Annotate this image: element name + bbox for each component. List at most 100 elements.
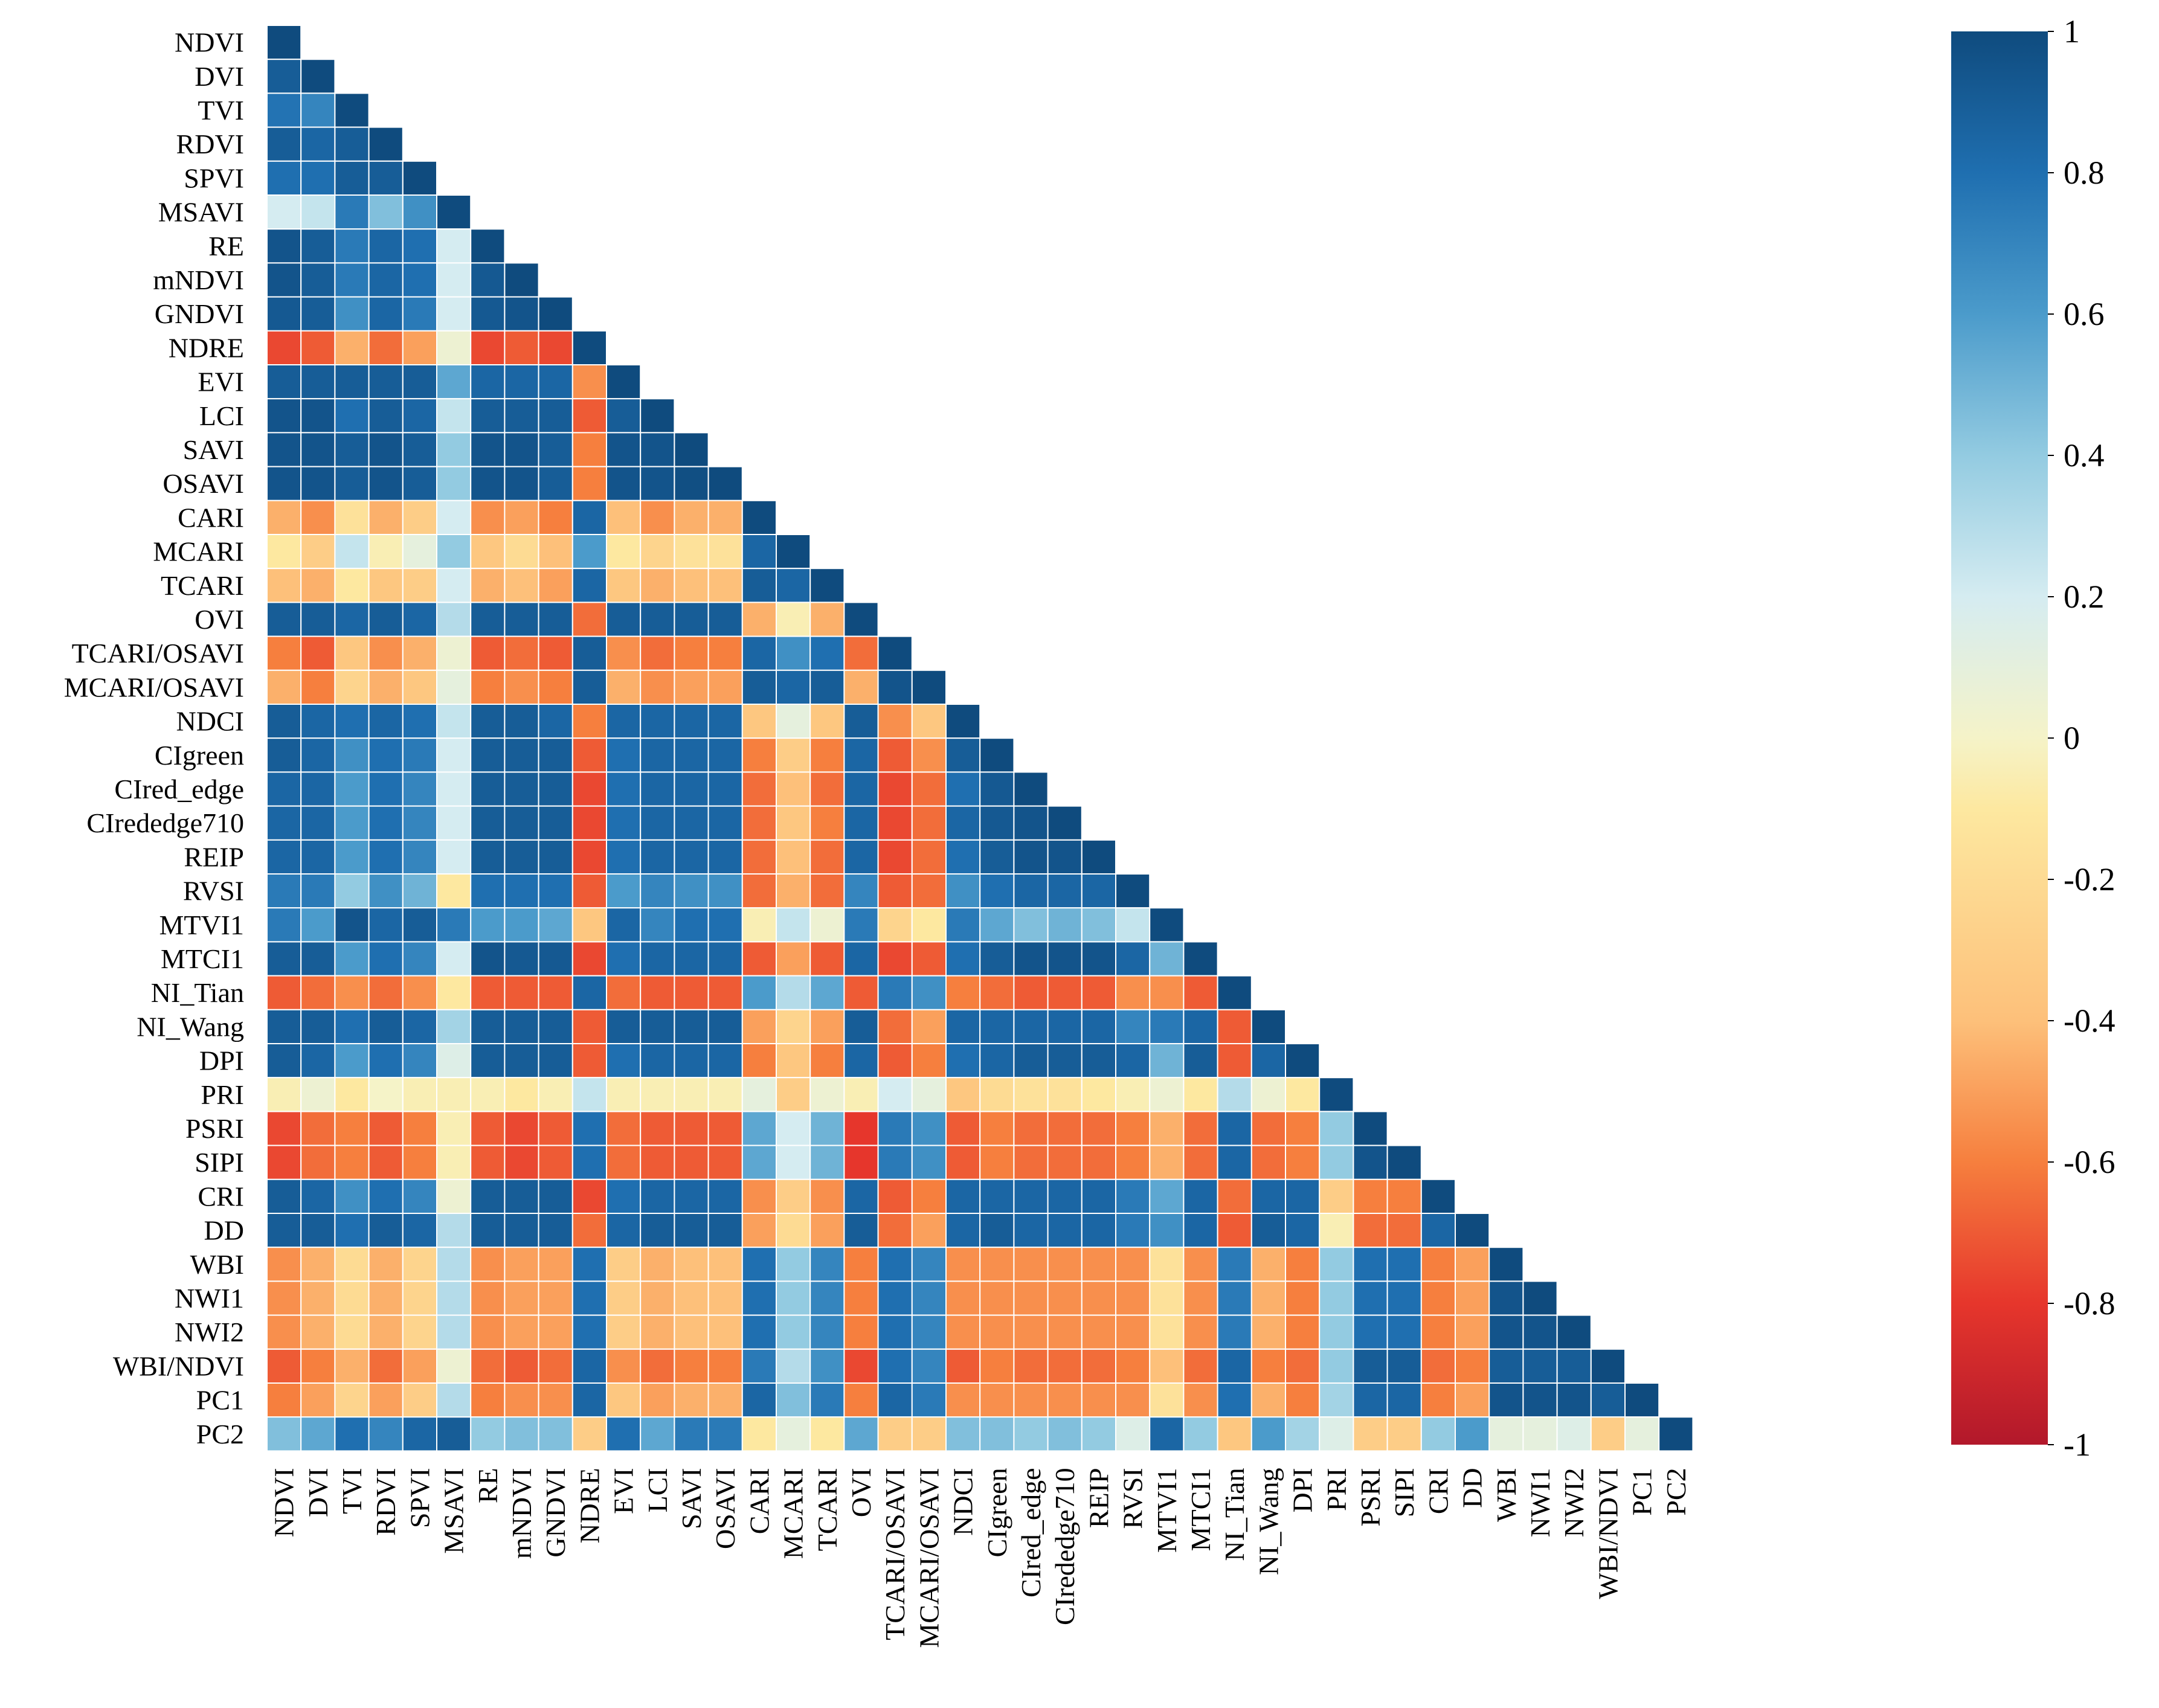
heatmap-cell-EVI-mNDVI bbox=[504, 364, 539, 400]
heatmap-cell-WBI/NDVI-MCARI/OSAVI bbox=[911, 1348, 947, 1384]
heatmap-cell-MCARI/OSAVI-DVI bbox=[300, 669, 336, 705]
heatmap-cell-MCARI/OSAVI-MCARI bbox=[776, 669, 811, 705]
heatmap-cell-CRI-PRI bbox=[1319, 1178, 1354, 1215]
y-tick-label: SPVI bbox=[184, 162, 244, 193]
heatmap-cell-PSRI-SAVI bbox=[674, 1111, 709, 1146]
heatmap-cell-SIPI-OVI bbox=[843, 1145, 879, 1180]
heatmap-cell-MTVI1-NDVI bbox=[266, 907, 302, 943]
x-tick-label: NDRE bbox=[574, 1468, 605, 1543]
heatmap-cell-PC2-MTVI1 bbox=[1149, 1416, 1185, 1452]
heatmap-cell-NWI2-CARI bbox=[741, 1314, 777, 1350]
heatmap-cell-REIP-MSAVI bbox=[436, 839, 472, 875]
heatmap-cell-NWI2-TCARI bbox=[809, 1314, 845, 1350]
heatmap-cell-RDVI-RDVI bbox=[368, 126, 404, 162]
heatmap-cell-PC2-LCI bbox=[640, 1416, 675, 1452]
heatmap-cell-PC1-CIgreen bbox=[979, 1382, 1015, 1418]
heatmap-cell-RVSI-CIrededge710 bbox=[1047, 873, 1083, 909]
heatmap-cell-NWI2-RE bbox=[470, 1314, 506, 1350]
heatmap-cell-RVSI-TVI bbox=[334, 873, 370, 909]
heatmap-cell-CIred_edge-CIred_edge bbox=[1013, 771, 1049, 807]
heatmap-cell-DVI-DVI bbox=[300, 59, 336, 94]
y-tick-label: WBI bbox=[190, 1249, 244, 1280]
heatmap-cell-PRI-CIgreen bbox=[979, 1077, 1015, 1112]
heatmap-cell-DPI-NDVI bbox=[266, 1043, 302, 1079]
heatmap-cell-PC1-WBI bbox=[1488, 1382, 1524, 1418]
heatmap-cell-DD-REIP bbox=[1081, 1213, 1117, 1248]
heatmap-cell-CIrededge710-NDCI bbox=[945, 805, 981, 841]
heatmap-cell-TCARI-NDVI bbox=[266, 568, 302, 603]
heatmap-cell-WBI/NDVI-PRI bbox=[1319, 1348, 1354, 1384]
heatmap-cell-CRI-mNDVI bbox=[504, 1178, 539, 1215]
heatmap-cell-DPI-NI_Tian bbox=[1217, 1043, 1252, 1079]
heatmap-cell-CIred_edge-OSAVI bbox=[707, 771, 743, 807]
heatmap-cell-WBI-PSRI bbox=[1353, 1247, 1388, 1282]
heatmap-cell-CRI-RVSI bbox=[1115, 1178, 1151, 1215]
heatmap-cell-RVSI-OVI bbox=[843, 873, 879, 909]
x-tick-label: PSRI bbox=[1355, 1468, 1386, 1526]
heatmap-cell-NI_Tian-OSAVI bbox=[707, 975, 743, 1010]
heatmap-cell-NWI1-OSAVI bbox=[707, 1280, 743, 1316]
heatmap-cell-MSAVI-RDVI bbox=[368, 194, 404, 230]
heatmap-cell-SIPI-RDVI bbox=[368, 1145, 404, 1180]
heatmap-cell-CRI-TCARI bbox=[809, 1178, 845, 1215]
heatmap-cell-RDVI-DVI bbox=[300, 126, 336, 162]
heatmap-cell-MSAVI-SPVI bbox=[402, 194, 437, 230]
y-tick-label: mNDVI bbox=[153, 265, 244, 295]
heatmap-cell-WBI-TCARI/OSAVI bbox=[877, 1247, 913, 1282]
heatmap-cell-REIP-MCARI/OSAVI bbox=[911, 839, 947, 875]
heatmap-cell-RE-SPVI bbox=[402, 228, 437, 264]
heatmap-cell-CIgreen-TCARI bbox=[809, 737, 845, 773]
heatmap-cell-DD-DD bbox=[1455, 1213, 1490, 1248]
heatmap-cell-CIred_edge-MCARI/OSAVI bbox=[911, 771, 947, 807]
heatmap-cell-NI_Tian-MTVI1 bbox=[1149, 975, 1185, 1010]
heatmap-cell-NI_Tian-CIgreen bbox=[979, 975, 1015, 1010]
heatmap-cell-CRI-PSRI bbox=[1353, 1178, 1388, 1215]
heatmap-cell-CRI-SIPI bbox=[1386, 1178, 1422, 1215]
heatmap-cell-SIPI-NI_Wang bbox=[1250, 1145, 1287, 1180]
x-tick-label: PC1 bbox=[1627, 1468, 1658, 1515]
heatmap-cell-CARI-CARI bbox=[741, 499, 777, 535]
heatmap-cell-NDRE-GNDVI bbox=[538, 330, 573, 365]
heatmap-cell-PRI-OSAVI bbox=[707, 1077, 743, 1112]
heatmap-cell-RVSI-RDVI bbox=[368, 873, 404, 909]
heatmap-cell-NI_Tian-RVSI bbox=[1115, 975, 1151, 1010]
heatmap-cell-WBI/NDVI-RVSI bbox=[1115, 1348, 1151, 1384]
heatmap-cell-NI_Tian-TVI bbox=[334, 975, 370, 1010]
x-tick-label: CIgreen bbox=[982, 1468, 1012, 1557]
heatmap-cell-NI_Wang-MCARI/OSAVI bbox=[911, 1009, 947, 1045]
heatmap-cell-NWI2-CIred_edge bbox=[1013, 1314, 1049, 1350]
heatmap-cell-OSAVI-GNDVI bbox=[538, 466, 573, 501]
heatmap-cell-CRI-SPVI bbox=[402, 1178, 437, 1215]
heatmap-cell-TCARI-TCARI bbox=[809, 568, 845, 603]
heatmap-cell-DPI-GNDVI bbox=[538, 1043, 573, 1079]
heatmap-cell-WBI-MCARI bbox=[776, 1247, 811, 1282]
heatmap-cell-PSRI-CIgreen bbox=[979, 1111, 1015, 1146]
heatmap-cell-WBI-NDRE bbox=[571, 1247, 607, 1282]
heatmap-cell-MTCI1-TVI bbox=[334, 941, 370, 977]
heatmap-cell-NDCI-SAVI bbox=[674, 704, 709, 739]
heatmap-cell-MTVI1-MCARI/OSAVI bbox=[911, 907, 947, 943]
heatmap-cell-NWI2-OVI bbox=[843, 1314, 879, 1350]
heatmap-cell-PC1-CIrededge710 bbox=[1047, 1382, 1083, 1418]
heatmap-cell-PC2-TCARI/OSAVI bbox=[877, 1416, 913, 1452]
heatmap-cell-OVI-GNDVI bbox=[538, 602, 573, 637]
heatmap-cell-NWI1-CIred_edge bbox=[1013, 1280, 1049, 1316]
heatmap-cell-CARI-LCI bbox=[640, 499, 675, 535]
heatmap-cell-NWI2-mNDVI bbox=[504, 1314, 539, 1350]
x-tick-label: WBI/NDVI bbox=[1592, 1468, 1623, 1599]
heatmap-cell-OSAVI-SPVI bbox=[402, 466, 437, 501]
heatmap-cell-PC2-WBI/NDVI bbox=[1590, 1416, 1626, 1452]
heatmap-cell-WBI-RVSI bbox=[1115, 1247, 1151, 1282]
heatmap-cell-TCARI/OSAVI-TCARI bbox=[809, 635, 845, 671]
heatmap-cell-NWI1-MTVI1 bbox=[1149, 1280, 1185, 1316]
heatmap-cell-WBI-SIPI bbox=[1386, 1247, 1422, 1282]
heatmap-cell-CRI-MSAVI bbox=[436, 1178, 472, 1215]
heatmap-cell-PRI-DVI bbox=[300, 1077, 336, 1112]
heatmap-cell-CIrededge710-OVI bbox=[843, 805, 879, 841]
heatmap-cell-CIrededge710-LCI bbox=[640, 805, 675, 841]
heatmap-cell-SIPI-MCARI/OSAVI bbox=[911, 1145, 947, 1180]
heatmap-cell-MTCI1-RVSI bbox=[1115, 941, 1151, 977]
heatmap-cell-WBI-CIgreen bbox=[979, 1247, 1015, 1282]
heatmap-cell-NWI1-LCI bbox=[640, 1280, 675, 1316]
heatmap-cell-CIgreen-CARI bbox=[741, 737, 777, 773]
